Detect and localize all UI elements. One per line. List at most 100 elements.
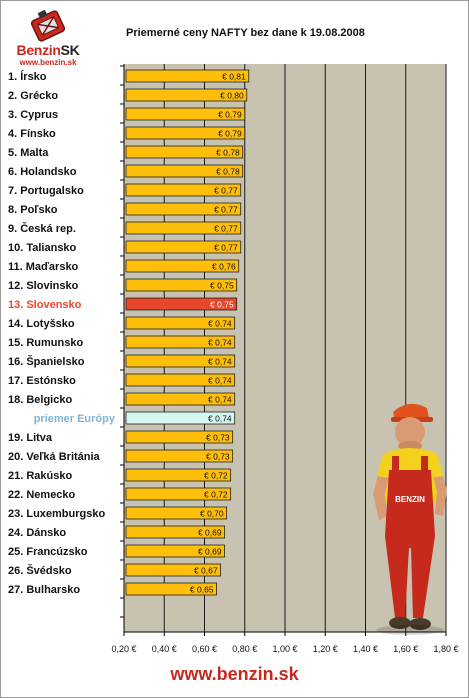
x-tick-label: 0,60 €	[192, 644, 217, 654]
bar	[125, 373, 236, 387]
mascot-figure: BENZIN	[373, 403, 447, 635]
bar-value-label: € 0,78	[216, 167, 240, 177]
category-label: 5. Malta	[8, 147, 49, 159]
category-label: 15. Rumunsko	[8, 337, 83, 349]
category-label: priemer Európy	[34, 413, 116, 425]
bar	[125, 221, 242, 235]
category-label: 19. Litva	[8, 432, 53, 444]
x-tick-label: 1,80 €	[433, 644, 458, 654]
category-label: 11. Maďarsko	[8, 261, 79, 273]
category-label: 21. Rakúsko	[8, 470, 72, 482]
x-tick-label: 1,00 €	[272, 644, 297, 654]
bar-value-label: € 0,78	[216, 148, 240, 158]
bar-value-label: € 0,70	[200, 509, 224, 519]
bar	[125, 164, 244, 178]
bar	[125, 411, 236, 425]
category-label: 10. Taliansko	[8, 242, 77, 254]
bar	[125, 297, 238, 311]
bar	[125, 202, 242, 216]
bar-value-label: € 0,65	[190, 585, 214, 595]
bar-value-label: € 0,76	[212, 262, 236, 272]
category-label: 6. Holandsko	[8, 166, 77, 178]
bar	[125, 183, 242, 197]
bar	[125, 506, 228, 520]
category-label: 14. Lotyšsko	[8, 318, 75, 330]
category-label: 3. Cyprus	[8, 109, 58, 121]
bar-value-label: € 0,74	[208, 395, 232, 405]
bar	[125, 392, 236, 406]
bar-value-label: € 0,81	[222, 72, 246, 82]
x-tick-label: 0,20 €	[111, 644, 136, 654]
bar	[125, 69, 250, 83]
bar	[125, 544, 226, 558]
bar	[125, 563, 221, 577]
bar-value-label: € 0,73	[206, 452, 230, 462]
bar	[125, 259, 240, 273]
category-label: 27. Bulharsko	[8, 584, 80, 596]
bar	[125, 278, 238, 292]
bar-value-label: € 0,74	[208, 414, 232, 424]
bar-value-label: € 0,79	[218, 110, 242, 120]
bar	[125, 335, 236, 349]
svg-text:BENZIN: BENZIN	[395, 495, 425, 504]
bar	[125, 354, 236, 368]
bar-value-label: € 0,77	[214, 186, 238, 196]
brand-logo[interactable]: BenzinSK www.benzin.sk	[8, 8, 88, 68]
logo-url: www.benzin.sk	[19, 58, 77, 67]
category-label: 20. Veľká Británia	[8, 451, 101, 463]
bar	[125, 88, 248, 102]
category-label: 23. Luxemburgsko	[8, 508, 105, 520]
category-label: 12. Slovinsko	[8, 280, 79, 292]
bar	[125, 487, 232, 501]
bar-value-label: € 0,73	[206, 433, 230, 443]
category-label: 8. Poľsko	[8, 204, 58, 216]
category-label: 7. Portugalsko	[8, 185, 84, 197]
bar-value-label: € 0,72	[204, 490, 228, 500]
bar-value-label: € 0,72	[204, 471, 228, 481]
x-tick-label: 1,20 €	[313, 644, 338, 654]
bar-value-label: € 0,77	[214, 224, 238, 234]
bar-value-label: € 0,69	[198, 547, 222, 557]
chart-title: Priemerné ceny NAFTY bez dane k 19.08.20…	[126, 27, 365, 39]
category-label: 9. Česká rep.	[8, 222, 76, 235]
bar-value-label: € 0,74	[208, 357, 232, 367]
category-label: 17. Estónsko	[8, 375, 76, 387]
bar	[125, 430, 234, 444]
bar-value-label: € 0,75	[210, 281, 234, 291]
bar-value-label: € 0,77	[214, 243, 238, 253]
category-label: 1. Írsko	[8, 70, 47, 83]
category-label: 2. Grécko	[8, 90, 58, 102]
x-tick-label: 0,40 €	[152, 644, 177, 654]
bar	[125, 468, 232, 482]
category-label: 24. Dánsko	[8, 527, 66, 539]
bar	[125, 316, 236, 330]
bar-value-label: € 0,74	[208, 376, 232, 386]
bar-value-label: € 0,80	[220, 91, 244, 101]
bar	[125, 525, 226, 539]
bar-value-label: € 0,74	[208, 319, 232, 329]
category-label: 16. Španielsko	[8, 355, 85, 368]
logo-text: BenzinSK	[16, 42, 80, 58]
category-label: 22. Nemecko	[8, 489, 76, 501]
bar-value-label: € 0,75	[210, 300, 234, 310]
bar	[125, 449, 234, 463]
bar-value-label: € 0,67	[194, 566, 218, 576]
x-tick-label: 0,80 €	[232, 644, 257, 654]
category-label: 18. Belgicko	[8, 394, 72, 406]
bar	[125, 145, 244, 159]
bar	[125, 126, 246, 140]
bar	[125, 582, 217, 596]
bar-value-label: € 0,79	[218, 129, 242, 139]
bar-value-label: € 0,74	[208, 338, 232, 348]
bar-value-label: € 0,77	[214, 205, 238, 215]
category-label: 26. Švédsko	[8, 564, 72, 577]
category-label: 13. Slovensko	[8, 299, 82, 311]
bar	[125, 107, 246, 121]
bar-value-label: € 0,69	[198, 528, 222, 538]
footer-url[interactable]: www.benzin.sk	[170, 664, 299, 684]
category-label: 25. Francúzsko	[8, 546, 88, 558]
x-tick-label: 1,40 €	[353, 644, 378, 654]
bar	[125, 240, 242, 254]
category-label: 4. Fínsko	[8, 128, 56, 140]
